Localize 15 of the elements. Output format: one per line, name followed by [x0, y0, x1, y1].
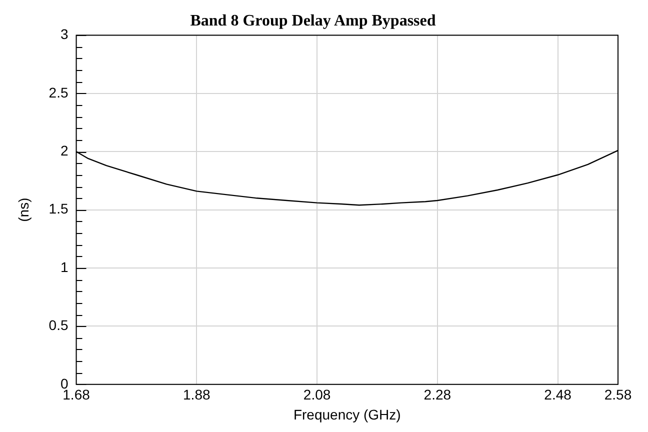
x-axis-title: Frequency (GHz) — [293, 406, 401, 422]
y-tick-label: 1 — [60, 258, 68, 275]
x-tick-label: 2.58 — [604, 386, 632, 403]
x-tick-label: 2.08 — [303, 386, 331, 403]
x-tick-label: 2.28 — [424, 386, 452, 403]
y-tick-label: 2.5 — [48, 84, 68, 100]
y-tick-label: 3 — [60, 26, 68, 42]
chart-title: Band 8 Group Delay Amp Bypassed — [190, 12, 436, 30]
x-tick-label: 2.48 — [544, 386, 572, 403]
y-tick-label: 2 — [60, 142, 68, 158]
y-tick-label: 0.5 — [48, 317, 68, 334]
x-tick-label: 1.88 — [183, 386, 210, 403]
y-tick-label: 0 — [60, 375, 68, 392]
y-tick-label: 1.5 — [48, 200, 68, 217]
y-axis-title: (ns) — [15, 198, 32, 222]
